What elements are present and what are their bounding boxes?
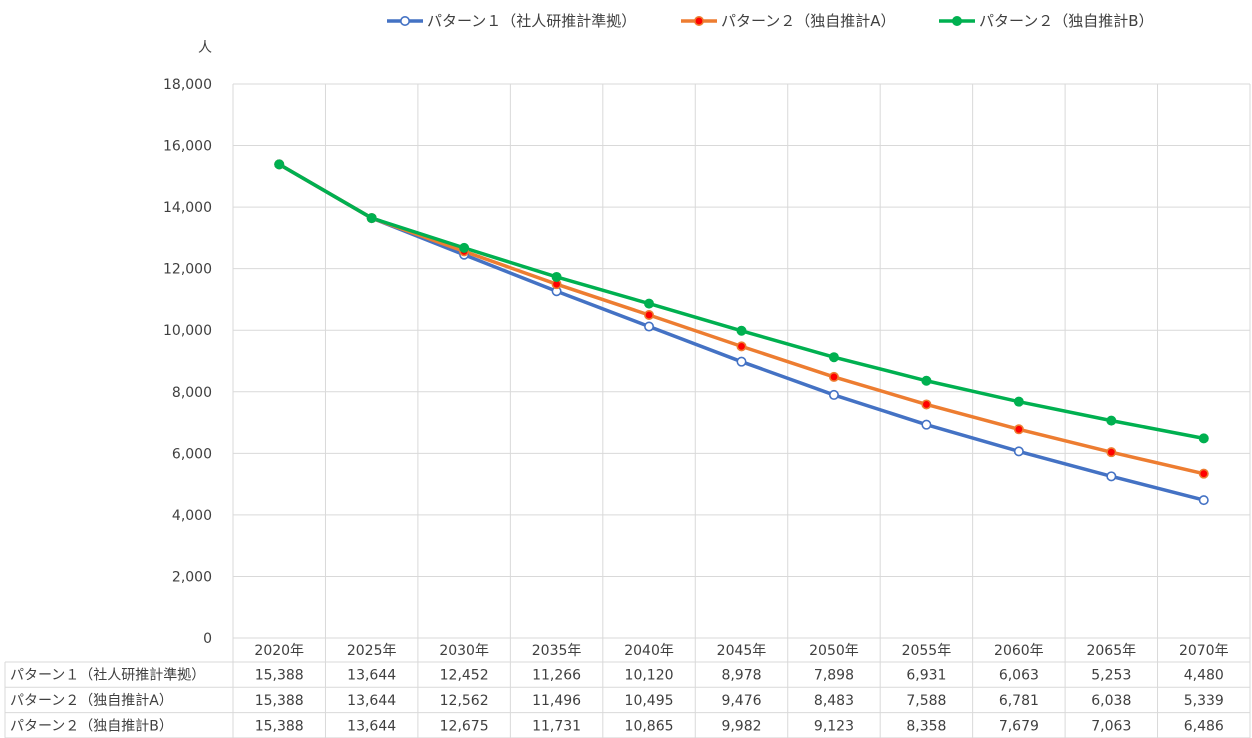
table-cell-value: 8,978 xyxy=(721,668,761,684)
chart-legend: パターン１（社人研推計準拠） パターン２（独自推計A） パターン２（独自推計B） xyxy=(387,12,1154,30)
data-point xyxy=(736,356,747,367)
table-cell-value: 13,644 xyxy=(347,668,396,684)
chart-grid xyxy=(232,83,1251,738)
data-point xyxy=(1198,468,1209,479)
table-cell-value: 11,266 xyxy=(532,668,581,684)
table-cell-value: 6,063 xyxy=(999,668,1039,684)
table-cell-value: 6,931 xyxy=(906,668,946,684)
data-point xyxy=(644,298,655,309)
data-point xyxy=(921,375,932,386)
table-cell-value: 9,476 xyxy=(721,693,761,709)
table-cell-value: 7,898 xyxy=(814,668,854,684)
legend-entry: パターン２（独自推計A） xyxy=(681,12,896,30)
table-cell-value: 12,562 xyxy=(440,693,489,709)
data-point xyxy=(459,242,470,253)
y-tick-label: 16,000 xyxy=(163,139,212,155)
data-table: パターン１（社人研推計準拠） 15,388 13,644 12,452 11,266 10… xyxy=(4,661,1250,738)
data-point xyxy=(644,309,655,320)
x-axis-ticks: 2020年 2025年 2030年 2035年 2040年 2045年 2050年 2055年… xyxy=(254,643,1228,659)
y-tick-label: 0 xyxy=(203,631,212,647)
y-tick-label: 12,000 xyxy=(163,262,212,278)
data-point xyxy=(1013,396,1024,407)
data-point xyxy=(1013,446,1024,457)
table-row-label: パターン１（社人研推計準拠） xyxy=(10,668,205,684)
table-cell-value: 6,486 xyxy=(1184,718,1224,734)
table-cell-value: 15,388 xyxy=(255,718,304,734)
table-cell-value: 12,675 xyxy=(440,718,489,734)
table-cell-value: 10,120 xyxy=(625,668,674,684)
data-point xyxy=(736,325,747,336)
legend-label: パターン２（独自推計B） xyxy=(979,12,1154,30)
table-cell-value: 5,339 xyxy=(1184,693,1224,709)
x-tick-label: 2060年 xyxy=(994,643,1044,659)
table-row-label: パターン２（独自推計A） xyxy=(10,693,173,709)
y-tick-label: 18,000 xyxy=(163,77,212,93)
data-point xyxy=(921,399,932,410)
y-tick-label: 8,000 xyxy=(172,385,212,401)
legend-entry: パターン１（社人研推計準拠） xyxy=(387,12,636,30)
x-tick-label: 2055年 xyxy=(902,643,952,659)
x-tick-label: 2035年 xyxy=(532,643,582,659)
legend-marker-swatch xyxy=(693,15,704,26)
y-tick-label: 6,000 xyxy=(172,446,212,462)
table-cell-value: 8,483 xyxy=(814,693,854,709)
table-cell-value: 8,358 xyxy=(906,718,946,734)
data-point xyxy=(1198,495,1209,506)
data-point xyxy=(1198,433,1209,444)
table-cell-value: 9,123 xyxy=(814,718,854,734)
table-cell-value: 11,731 xyxy=(532,718,581,734)
table-cell-value: 15,388 xyxy=(255,668,304,684)
x-tick-label: 2040年 xyxy=(624,643,674,659)
y-axis-unit-label: 人 xyxy=(198,40,212,56)
y-tick-label: 10,000 xyxy=(163,323,212,339)
table-cell-value: 12,452 xyxy=(440,668,489,684)
data-point xyxy=(274,159,285,170)
legend-entry: パターン２（独自推計B） xyxy=(939,12,1154,30)
data-point xyxy=(366,213,377,224)
data-point xyxy=(1106,471,1117,482)
data-point xyxy=(551,271,562,282)
table-cell-value: 13,644 xyxy=(347,718,396,734)
y-tick-label: 4,000 xyxy=(172,508,212,524)
legend-label: パターン１（社人研推計準拠） xyxy=(427,12,636,30)
y-axis-ticks: 0 2,000 4,000 6,000 8,000 10,000 12,000 14,000 1… xyxy=(163,77,212,647)
x-tick-label: 2025年 xyxy=(347,643,397,659)
legend-label: パターン２（独自推計A） xyxy=(721,12,896,30)
legend-marker-swatch xyxy=(399,15,410,26)
table-cell-value: 7,063 xyxy=(1091,718,1131,734)
x-tick-label: 2045年 xyxy=(717,643,767,659)
y-tick-label: 14,000 xyxy=(163,200,212,216)
x-tick-label: 2030年 xyxy=(439,643,489,659)
data-point xyxy=(1106,447,1117,458)
legend-marker-swatch xyxy=(951,15,962,26)
data-point xyxy=(644,321,655,332)
data-point xyxy=(828,371,839,382)
series-markers xyxy=(274,159,1209,506)
table-cell-value: 6,038 xyxy=(1091,693,1131,709)
x-tick-label: 2020年 xyxy=(254,643,304,659)
data-point xyxy=(1013,424,1024,435)
data-point xyxy=(1106,415,1117,426)
table-cell-value: 6,781 xyxy=(999,693,1039,709)
table-row-label: パターン２（独自推計B） xyxy=(10,718,173,734)
table-cell-value: 13,644 xyxy=(347,693,396,709)
data-point xyxy=(828,389,839,400)
table-cell-value: 5,253 xyxy=(1091,668,1131,684)
table-cell-value: 9,982 xyxy=(721,718,761,734)
table-cell-value: 10,865 xyxy=(625,718,674,734)
data-point xyxy=(921,419,932,430)
table-cell-value: 11,496 xyxy=(532,693,581,709)
x-tick-label: 2070年 xyxy=(1179,643,1229,659)
data-point xyxy=(736,341,747,352)
data-point xyxy=(828,352,839,363)
table-cell-value: 7,588 xyxy=(906,693,946,709)
x-tick-label: 2050年 xyxy=(809,643,859,659)
table-cell-value: 7,679 xyxy=(999,718,1039,734)
table-cell-value: 4,480 xyxy=(1184,668,1224,684)
table-cell-value: 10,495 xyxy=(625,693,674,709)
x-tick-label: 2065年 xyxy=(1086,643,1136,659)
table-cell-value: 15,388 xyxy=(255,693,304,709)
y-tick-label: 2,000 xyxy=(172,569,212,585)
